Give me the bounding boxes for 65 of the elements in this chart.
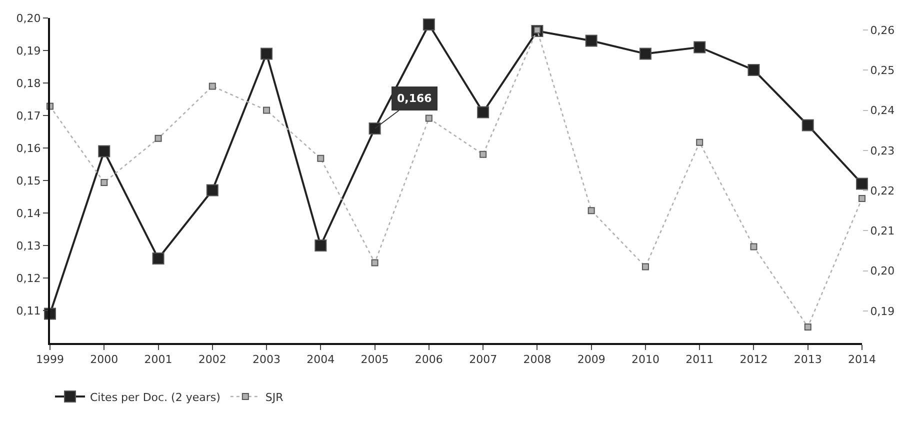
y2-tick-label: 0,22 (870, 184, 895, 198)
point (152, 252, 164, 264)
y2-tick-label: 0,26 (870, 24, 895, 37)
annotation: 0,166 (397, 92, 432, 105)
y2-tick-label: 0,23 (870, 144, 895, 158)
x-tick-label: 2001 (144, 353, 172, 366)
x-tick-label: 1999 (36, 353, 64, 366)
point (422, 18, 435, 30)
point (642, 263, 649, 270)
y-tick-label: 0,11 (16, 304, 41, 318)
x-tick-label: 2014 (848, 353, 876, 366)
point (694, 41, 706, 54)
x-tick-label: 2009 (577, 353, 606, 366)
y-tick-label: 0,18 (16, 76, 41, 90)
y-tick-label: 0,15 (16, 174, 41, 188)
y2-tick-label: 0,20 (870, 264, 895, 278)
point (314, 240, 327, 252)
point (750, 243, 758, 250)
point (317, 154, 324, 162)
y2-tick-label: 0,21 (870, 224, 895, 238)
legend-label: SJR (265, 390, 284, 404)
x-tick-label: 2012 (740, 353, 768, 366)
point (98, 145, 110, 158)
point (480, 150, 487, 158)
y-tick-label: 0,16 (16, 142, 41, 155)
point (371, 259, 378, 266)
point (585, 34, 598, 47)
x-tick-label: 2004 (306, 353, 335, 366)
point (154, 134, 162, 142)
x-tick-label: 2008 (523, 353, 552, 366)
point (368, 122, 381, 134)
x-tick-label: 2010 (631, 353, 660, 366)
point (639, 48, 652, 60)
point (208, 82, 216, 90)
point (260, 48, 273, 60)
point (100, 179, 108, 186)
x-tick-label: 2013 (794, 353, 822, 366)
y-tick-label: 0,20 (16, 12, 41, 25)
point (748, 64, 760, 76)
y2-tick-label: 0,24 (870, 104, 895, 118)
y-tick-label: 0,19 (16, 44, 41, 58)
y2-tick-label: 0,19 (870, 304, 895, 318)
x-tick-label: 2000 (90, 353, 118, 366)
point (477, 106, 490, 118)
point (696, 138, 704, 146)
point (206, 184, 218, 196)
point (425, 114, 432, 122)
x-tick-label: 2006 (414, 353, 443, 366)
y-tick-label: 0,12 (16, 272, 41, 285)
point (263, 106, 270, 114)
y-tick-label: 0,17 (16, 109, 41, 122)
legend-label: Cites per Doc. (2 years) (90, 390, 220, 404)
point (858, 195, 866, 202)
x-tick-label: 2011 (686, 353, 714, 366)
point (856, 178, 868, 190)
point (588, 207, 595, 214)
y2-tick-label: 0,25 (870, 64, 895, 78)
x-tick-label: 2007 (469, 353, 498, 366)
x-tick-label: 2005 (360, 353, 389, 366)
y-tick-label: 0,13 (16, 239, 41, 252)
point (804, 323, 812, 330)
point (802, 119, 814, 132)
x-tick-label: 2003 (252, 353, 281, 366)
y-tick-label: 0,14 (16, 206, 41, 220)
x-tick-label: 2002 (198, 353, 226, 366)
